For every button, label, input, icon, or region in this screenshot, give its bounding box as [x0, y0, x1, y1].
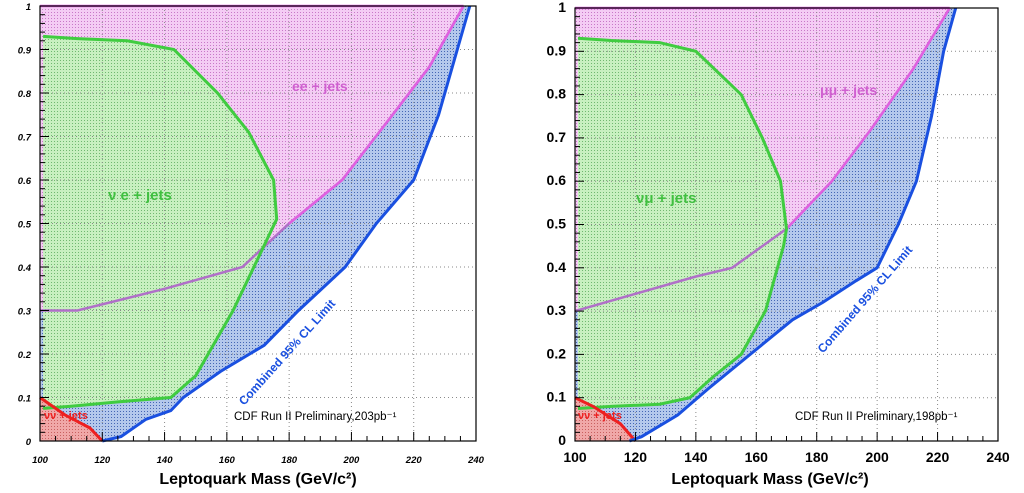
vv-boundary-line [574, 396, 637, 442]
ve-region [578, 38, 787, 409]
ve-boundary-line [577, 36, 789, 410]
x-tick-label: 180 [281, 455, 298, 466]
ve-jets-label: ν e + jets [108, 187, 172, 204]
x-tick-label: 180 [805, 449, 829, 465]
x-tick-label: 220 [405, 455, 423, 466]
ee-jets-label: μμ + jets [820, 82, 877, 98]
x-tick-label: 160 [219, 455, 236, 466]
y-tick-label: 0.7 [18, 133, 32, 144]
x-tick-label: 240 [986, 449, 1010, 465]
chart-panel-2: 100 120 140 160 180 200 220 240 0 0.1 0.2 0.3 0.4 0.5… [547, 0, 1010, 488]
y-tick-label: 0.4 [18, 263, 32, 274]
chart-panel-1: 100 120 140 160 180 200 220 240 0 0.1 0.2 0.3 0.4 0.5… [18, 2, 485, 488]
y-tick-label: 0.3 [547, 302, 567, 318]
preliminary-annotation: CDF Run II Preliminary,198pb⁻¹ [795, 411, 958, 423]
y-tick-label: 1 [558, 0, 566, 15]
limit-curve [101, 5, 472, 443]
x-tick-label: 100 [563, 449, 587, 465]
ve-boundary-line [42, 34, 279, 410]
vv-jets-label: νν + jets [578, 410, 622, 422]
ee-jets-label: ee + jets [292, 78, 348, 94]
x-tick-label: 100 [32, 455, 49, 466]
y-tick-label: 0.1 [18, 394, 31, 405]
x-tick-label: 220 [926, 449, 950, 465]
y-tick-label: 0 [558, 432, 566, 448]
x-tick-label: 140 [684, 449, 708, 465]
axis-ticks: 100 120 140 160 180 200 220 240 0 0.1 0.2 0.3 0.4 0.5… [547, 0, 1010, 465]
y-tick-label: 0.2 [18, 350, 32, 361]
y-tick-label: 0.6 [547, 172, 567, 188]
y-tick-label: 1 [26, 2, 31, 13]
y-tick-label: 0 [26, 437, 32, 448]
x-tick-label: 120 [624, 449, 648, 465]
x-tick-label: 200 [342, 455, 360, 466]
y-tick-label: 0.5 [547, 216, 567, 232]
preliminary-annotation: CDF Run II Preliminary,203pb⁻¹ [234, 411, 397, 423]
ve-jets-label: νμ + jets [636, 190, 696, 207]
vv-boundary-line [39, 396, 104, 443]
y-tick-label: 0.9 [18, 46, 32, 57]
y-tick-label: 0.2 [547, 345, 567, 361]
y-tick-label: 0.5 [18, 220, 32, 231]
y-tick-label: 0.8 [547, 86, 567, 102]
y-tick-label: 0.6 [18, 176, 32, 187]
y-tick-label: 0.1 [547, 389, 567, 405]
ve-region [43, 36, 277, 409]
y-tick-label: 0.4 [547, 259, 567, 275]
ee-boundary-line-upper [288, 5, 465, 225]
x-tick-label: 200 [865, 449, 889, 465]
x-axis-label: Leptoquark Mass (GeV/c²) [159, 471, 356, 488]
y-tick-label: 0.7 [547, 129, 567, 145]
ee-boundary-line-upper [785, 7, 951, 230]
vv-jets-label: νν + jets [44, 410, 88, 422]
x-axis-label: Leptoquark Mass (GeV/c²) [671, 471, 868, 488]
axis-ticks: 100 120 140 160 180 200 220 240 0 0.1 0.2 0.3 0.4 0.5… [18, 2, 485, 466]
x-tick-label: 160 [745, 449, 769, 465]
y-tick-label: 0.8 [18, 89, 32, 100]
x-tick-label: 120 [94, 455, 111, 466]
x-tick-label: 140 [157, 455, 174, 466]
y-tick-label: 0.3 [18, 307, 32, 318]
y-tick-label: 0.9 [547, 42, 567, 58]
limit-curve [628, 7, 958, 443]
x-tick-label: 240 [467, 455, 485, 466]
